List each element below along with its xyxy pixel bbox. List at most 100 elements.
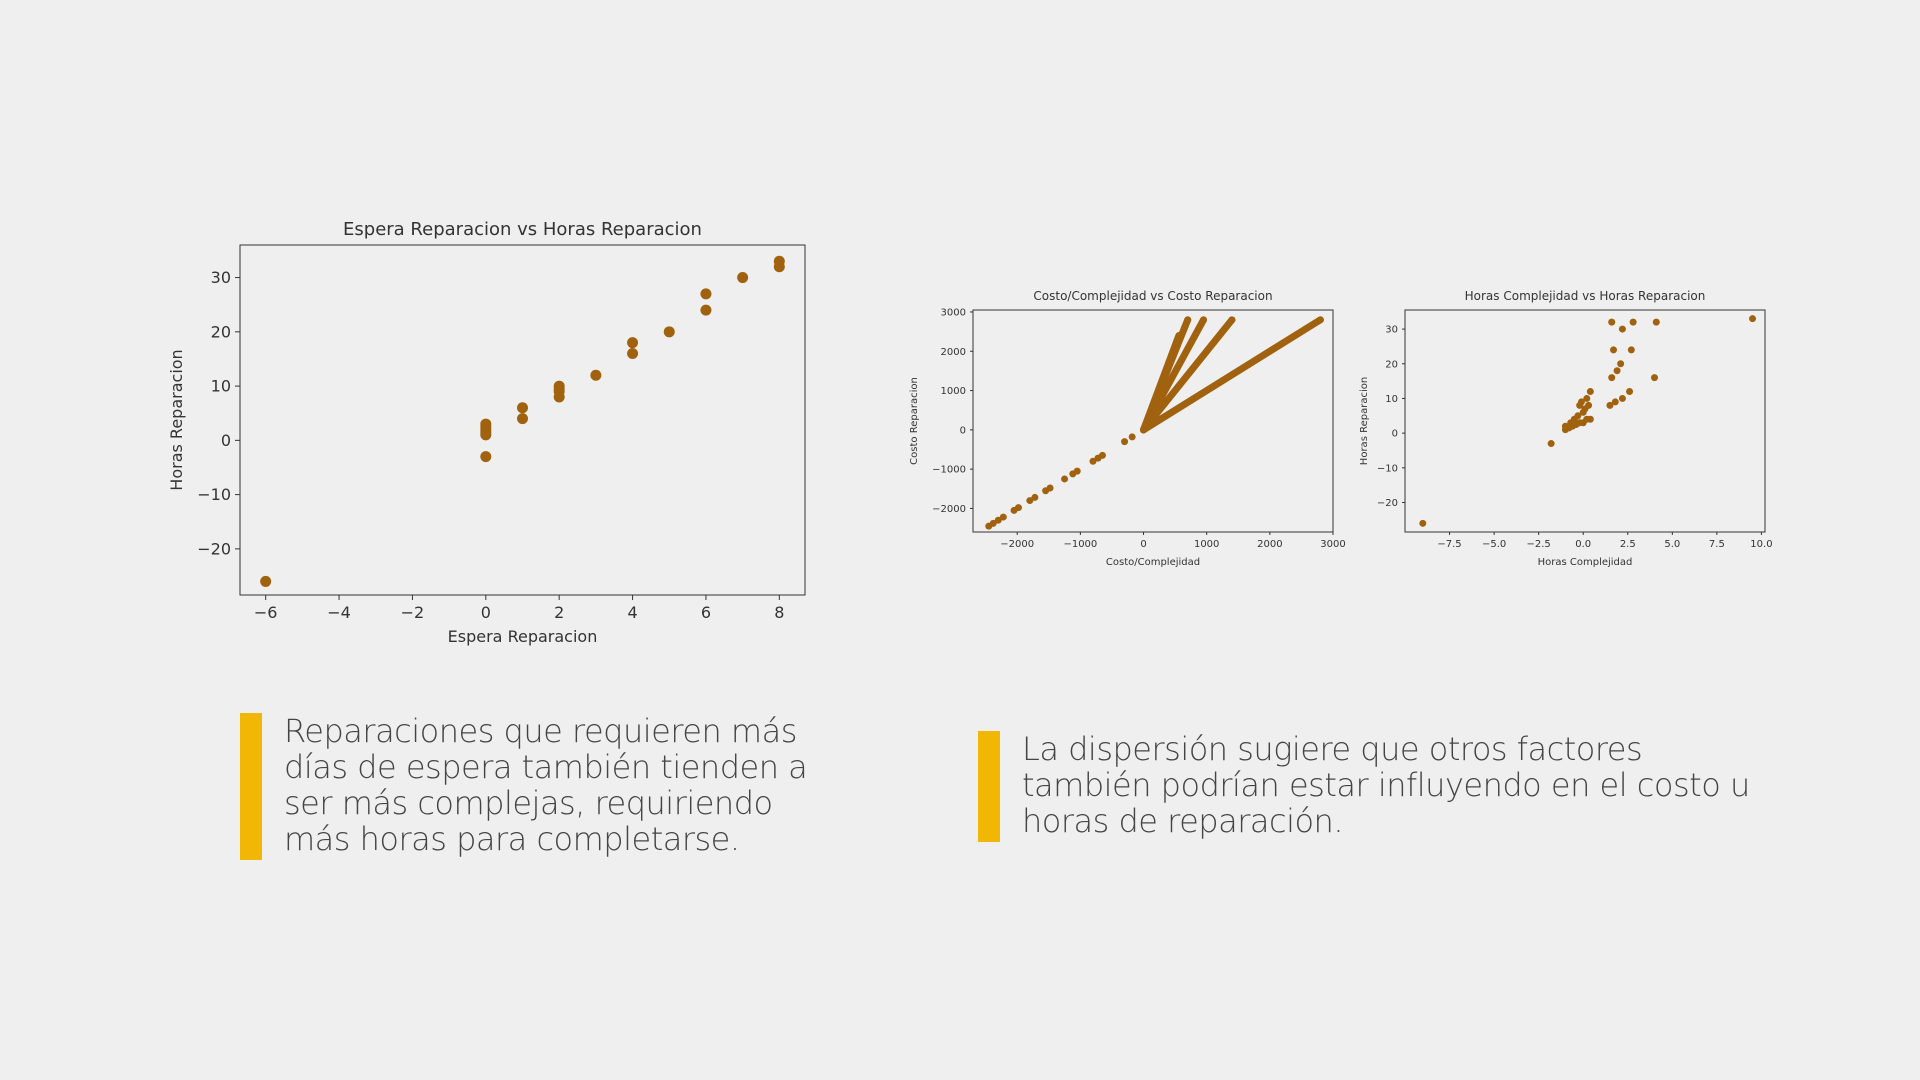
data-point: [773, 255, 785, 267]
data-point: [480, 426, 492, 438]
data-point: [989, 519, 997, 527]
scatter-chart-costo: Costo/Complejidad vs Costo Reparacion −20…: [905, 285, 1346, 575]
data-point: [1098, 451, 1106, 459]
x-tick-label: −2000: [1000, 539, 1034, 550]
x-tick-label: 0.0: [1575, 539, 1591, 550]
data-point: [1419, 519, 1427, 527]
y-tick-label: 1000: [941, 386, 966, 397]
data-point: [1089, 457, 1097, 465]
data-point: [590, 369, 602, 381]
data-point: [1626, 388, 1634, 396]
data-point: [1586, 388, 1594, 396]
data-point: [1652, 318, 1660, 326]
data-point: [1618, 325, 1626, 333]
data-point: [627, 348, 639, 360]
caption-right-text: La dispersión sugiere que otros factores…: [1022, 730, 1750, 840]
y-axis-label: Costo Reparacion: [909, 377, 920, 465]
x-tick-label: −6: [254, 603, 278, 622]
x-tick-label: 2.5: [1620, 539, 1636, 550]
data-point: [1026, 497, 1034, 505]
data-point: [1627, 346, 1635, 354]
data-point: [994, 516, 1002, 524]
x-tick-label: 5.0: [1664, 539, 1680, 550]
plot-frame: [239, 244, 806, 596]
x-tick-label: 2000: [1257, 539, 1282, 550]
x-tick-label: 7.5: [1709, 539, 1725, 550]
plot-frame: [972, 309, 1334, 533]
data-point: [1046, 484, 1054, 492]
y-axis-label: Horas Reparacion: [1359, 377, 1370, 465]
y-tick-label: 3000: [941, 307, 966, 318]
y-tick-label: 20: [211, 322, 231, 341]
x-axis-label: Espera Reparacion: [448, 627, 598, 646]
caption-left: Reparaciones que requieren más días de e…: [240, 713, 830, 860]
data-point: [1749, 315, 1757, 323]
data-point: [1577, 398, 1585, 406]
x-tick-label: 3000: [1320, 539, 1345, 550]
data-point: [480, 451, 492, 463]
x-tick-label: 6: [701, 603, 711, 622]
x-tick-label: −1000: [1063, 539, 1097, 550]
data-point: [1574, 412, 1582, 420]
data-point: [1611, 398, 1619, 406]
x-tick-label: 2: [554, 603, 564, 622]
y-tick-label: 2000: [941, 347, 966, 358]
y-tick-label: −20: [1377, 498, 1398, 509]
y-tick-label: 0: [1392, 429, 1398, 440]
y-tick-label: 0: [960, 425, 966, 436]
data-point: [1608, 318, 1616, 326]
y-tick-label: −10: [1377, 463, 1398, 474]
chart-svg: Espera Reparacion vs Horas Reparacion −6 −…: [167, 219, 806, 646]
data-point: [1610, 346, 1618, 354]
caption-accent-bar: [240, 713, 262, 860]
data-point: [1586, 415, 1594, 423]
data-point: [1014, 504, 1022, 512]
chart-title: Horas Complejidad vs Horas Reparacion: [1465, 289, 1706, 303]
x-tick-label: 10.0: [1750, 539, 1772, 550]
chart-title: Espera Reparacion vs Horas Reparacion: [343, 219, 702, 240]
data-ray: [1140, 316, 1236, 434]
caption-accent-bar: [978, 731, 1000, 842]
y-tick-label: 0: [221, 431, 231, 450]
x-axis-label: Costo/Complejidad: [1106, 557, 1200, 568]
data-point: [1184, 316, 1192, 324]
y-tick-label: 30: [211, 268, 231, 287]
caption-left-text: Reparaciones que requieren más días de e…: [284, 712, 808, 858]
chart-title: Costo/Complejidad vs Costo Reparacion: [1033, 289, 1272, 303]
data-point: [1618, 394, 1626, 402]
data-point: [1140, 426, 1148, 434]
plot-frame: [1404, 309, 1766, 533]
data-point: [700, 288, 712, 300]
x-tick-label: 1000: [1194, 539, 1219, 550]
x-tick-label: −5.0: [1482, 539, 1506, 550]
data-point: [1547, 440, 1555, 448]
x-tick-label: −7.5: [1437, 539, 1461, 550]
data-point: [1608, 374, 1616, 382]
data-point: [1585, 401, 1593, 409]
data-ray: [1140, 332, 1183, 434]
data-point: [1181, 324, 1189, 332]
y-tick-label: −10: [197, 485, 231, 504]
data-point: [1061, 475, 1069, 483]
x-tick-label: −4: [327, 603, 351, 622]
data-point: [1316, 316, 1324, 324]
y-tick-label: −1000: [932, 465, 966, 476]
data-point: [1651, 374, 1659, 382]
y-tick-label: 10: [211, 377, 231, 396]
data-point: [1561, 422, 1569, 430]
data-point: [1613, 367, 1621, 375]
x-tick-label: 0: [1140, 539, 1146, 550]
data-point: [517, 402, 528, 414]
y-tick-label: 20: [1385, 359, 1398, 370]
y-tick-label: −2000: [932, 504, 966, 515]
data-point: [1228, 316, 1236, 324]
data-point: [1200, 316, 1208, 324]
data-point: [1128, 433, 1136, 441]
data-point: [627, 337, 639, 349]
data-point: [999, 513, 1007, 521]
y-tick-label: 30: [1385, 325, 1398, 336]
caption-right: La dispersión sugiere que otros factores…: [978, 731, 1758, 842]
data-point: [663, 326, 675, 338]
data-point: [517, 413, 528, 425]
data-point: [1073, 467, 1081, 475]
